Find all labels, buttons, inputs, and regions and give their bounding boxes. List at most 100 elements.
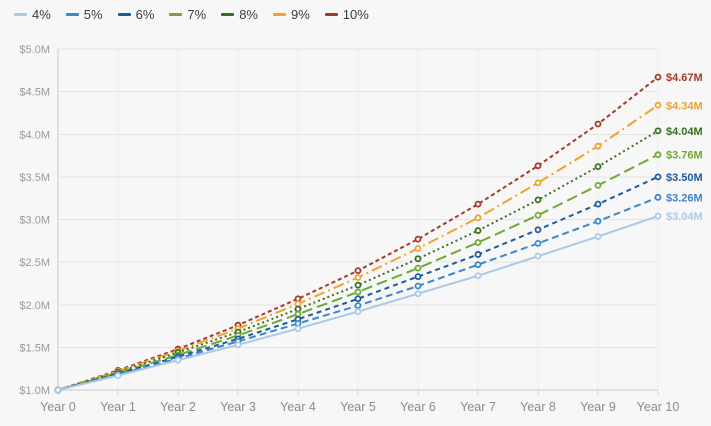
series-point-4pct	[594, 233, 602, 240]
series-point-10pct	[594, 120, 602, 128]
series-line-7pct	[57, 153, 659, 391]
x-axis-tick-label: Year 0	[40, 400, 76, 414]
legend-item-label: 5%	[83, 7, 103, 22]
series-point-6pct	[414, 273, 422, 281]
series-end-label-7pct: $3.76M	[666, 150, 703, 162]
x-axis-tick-label: Year 5	[340, 400, 376, 414]
y-axis-tick-label: $1.5M	[19, 342, 50, 354]
y-axis-tick-label: $5.0M	[19, 44, 50, 56]
series-point-6pct	[594, 200, 602, 208]
series-point-8pct	[414, 255, 422, 263]
series-end-label-8pct: $4.04M	[666, 126, 703, 138]
series-point-5pct	[474, 261, 482, 269]
legend-dash-icon	[65, 13, 79, 16]
series-point-6pct	[354, 295, 362, 303]
legend-dash-icon	[117, 13, 131, 16]
series-line-8pct	[57, 129, 659, 391]
series-point-4pct	[234, 341, 242, 349]
legend-dash-icon	[221, 13, 235, 16]
legend-item-8pct[interactable]: 8%	[221, 8, 258, 21]
legend-dash-icon	[272, 13, 286, 16]
x-axis-tick-label: Year 3	[220, 400, 256, 414]
series-point-9pct	[654, 101, 662, 109]
series-end-label-4pct: $3.04M	[666, 211, 703, 223]
series-point-5pct	[594, 217, 602, 225]
series-point-5pct	[534, 239, 542, 247]
series-point-10pct	[354, 267, 362, 275]
series-point-7pct	[414, 264, 422, 272]
legend-item-5pct[interactable]: 5%	[65, 7, 103, 22]
legend-item-4pct[interactable]: 4%	[14, 8, 51, 21]
legend-item-label: 7%	[187, 7, 207, 22]
x-axis-tick-label: Year 8	[520, 400, 556, 414]
x-axis-tick-label: Year 10	[637, 400, 680, 414]
y-axis-tick-label: $2.5M	[19, 257, 50, 269]
y-axis-tick-label: $4.5M	[19, 87, 50, 99]
series-point-7pct	[534, 211, 542, 219]
series-end-label-10pct: $4.67M	[666, 72, 703, 84]
series-point-10pct	[654, 73, 662, 81]
series-point-5pct	[414, 282, 422, 290]
y-axis-tick-label: $3.0M	[19, 215, 50, 227]
series-end-label-6pct: $3.50M	[666, 172, 703, 184]
series-point-7pct	[354, 288, 362, 296]
series-point-8pct	[654, 127, 662, 135]
series-point-4pct	[114, 372, 122, 379]
series-point-9pct	[354, 274, 362, 281]
x-axis-tick-label: Year 4	[280, 400, 316, 414]
legend-item-9pct[interactable]: 9%	[272, 7, 310, 22]
series-point-9pct	[594, 142, 602, 150]
y-axis-tick-label: $4.0M	[19, 129, 50, 141]
series-point-10pct	[534, 162, 542, 170]
series-point-4pct	[294, 325, 302, 333]
y-axis-tick-label: $3.5M	[19, 172, 50, 184]
series-point-7pct	[594, 181, 602, 189]
series-point-4pct	[354, 308, 362, 315]
series-point-4pct	[174, 356, 182, 364]
series-point-7pct	[474, 239, 482, 246]
series-point-5pct	[354, 302, 362, 310]
series-point-8pct	[474, 227, 482, 234]
x-axis-tick-label: Year 9	[580, 400, 616, 414]
chart-legend: 4% 5% 6% 7% 8% 9% 10%	[14, 8, 369, 21]
x-axis-tick-label: Year 7	[460, 400, 496, 414]
series-point-5pct	[654, 193, 662, 201]
legend-item-label: 6%	[135, 7, 155, 22]
legend-dash-icon	[169, 13, 183, 16]
series-point-10pct	[474, 200, 482, 208]
legend-item-6pct[interactable]: 6%	[117, 7, 155, 22]
legend-item-label: 10%	[342, 7, 369, 22]
x-axis-tick-label: Year 6	[400, 400, 436, 414]
legend-item-label: 4%	[32, 7, 51, 22]
legend-item-7pct[interactable]: 7%	[169, 8, 206, 21]
x-axis-tick-label: Year 1	[100, 400, 136, 414]
series-point-4pct	[534, 252, 542, 260]
x-axis-tick-label: Year 2	[160, 400, 196, 414]
series-point-6pct	[534, 226, 542, 234]
y-axis-tick-label: $1.0M	[19, 385, 50, 397]
series-point-4pct	[414, 290, 422, 298]
series-point-9pct	[414, 245, 422, 252]
series-line-6pct	[57, 175, 659, 391]
series-point-8pct	[594, 163, 602, 171]
series-point-4pct	[54, 386, 62, 394]
legend-dash-icon	[324, 13, 338, 16]
series-point-6pct	[654, 173, 662, 181]
legend-dash-icon	[14, 13, 27, 16]
legend-item-label: 8%	[239, 7, 258, 22]
series-point-6pct	[474, 251, 482, 258]
series-end-label-5pct: $3.26M	[666, 192, 703, 204]
series-point-4pct	[654, 212, 662, 220]
series-point-10pct	[414, 235, 422, 243]
series-point-8pct	[354, 281, 362, 289]
legend-item-10pct[interactable]: 10%	[324, 7, 369, 22]
series-point-8pct	[534, 196, 542, 204]
series-point-9pct	[474, 214, 482, 222]
legend-item-label: 9%	[290, 7, 310, 22]
series-end-label-9pct: $4.34M	[666, 100, 703, 112]
series-point-9pct	[534, 179, 542, 187]
series-point-7pct	[654, 151, 662, 159]
y-axis-tick-label: $2.0M	[19, 300, 50, 312]
